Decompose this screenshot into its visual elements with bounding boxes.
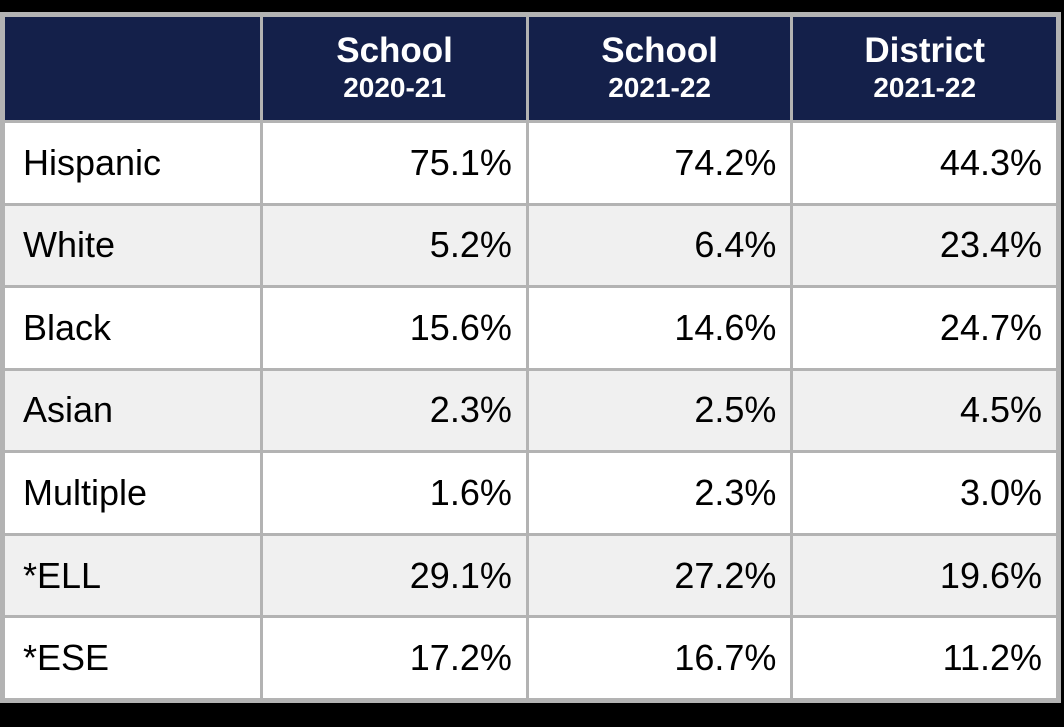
header-cell-district-2021-22: District 2021-22 (793, 17, 1056, 120)
cell-value: 16.7% (528, 618, 791, 698)
row-label: Multiple (5, 453, 261, 533)
table-row-asian: Asian 2.3% 2.5% 4.5% (5, 370, 1056, 451)
table-row-ell: *ELL 29.1% 27.2% 19.6% (5, 535, 1056, 616)
header-row: School 2020-21 School 2021-22 District 2… (5, 17, 1056, 120)
cell-value: 44.3% (793, 123, 1056, 203)
cell-value: 24.7% (793, 288, 1056, 368)
row-label: Hispanic (5, 123, 261, 203)
header-title: District (864, 31, 985, 71)
cell-value: 5.2% (263, 205, 526, 286)
row-label: Black (5, 288, 261, 368)
header-subtitle: 2020-21 (343, 71, 446, 103)
table-row-ese: *ESE 17.2% 16.7% 11.2% (5, 618, 1056, 698)
table-row-hispanic: Hispanic 75.1% 74.2% 44.3% (5, 123, 1056, 203)
table-row-black: Black 15.6% 14.6% 24.7% (5, 288, 1056, 368)
cell-value: 74.2% (528, 123, 791, 203)
cell-value: 29.1% (263, 535, 526, 616)
cell-value: 27.2% (528, 535, 791, 616)
row-label: White (5, 205, 261, 286)
demographics-table: School 2020-21 School 2021-22 District 2… (2, 14, 1059, 701)
header-subtitle: 2021-22 (873, 71, 977, 103)
cell-value: 2.3% (263, 370, 526, 451)
cell-value: 14.6% (528, 288, 791, 368)
table-frame: School 2020-21 School 2021-22 District 2… (0, 12, 1061, 703)
cell-value: 23.4% (793, 205, 1056, 286)
cell-value: 4.5% (793, 370, 1056, 451)
cell-value: 6.4% (528, 205, 791, 286)
header-subtitle: 2021-22 (608, 71, 711, 103)
cell-value: 2.5% (528, 370, 791, 451)
cell-value: 3.0% (793, 453, 1056, 533)
cell-value: 11.2% (793, 618, 1056, 698)
header-title: School (601, 31, 718, 71)
row-label: *ESE (5, 618, 261, 698)
header-cell-school-2020-21: School 2020-21 (263, 17, 526, 120)
cell-value: 17.2% (263, 618, 526, 698)
table-row-multiple: Multiple 1.6% 2.3% 3.0% (5, 453, 1056, 533)
table-row-white: White 5.2% 6.4% 23.4% (5, 205, 1056, 286)
cell-value: 75.1% (263, 123, 526, 203)
cell-value: 19.6% (793, 535, 1056, 616)
cell-value: 2.3% (528, 453, 791, 533)
cell-value: 1.6% (263, 453, 526, 533)
row-label: Asian (5, 370, 261, 451)
row-label: *ELL (5, 535, 261, 616)
header-cell-school-2021-22: School 2021-22 (528, 17, 791, 120)
header-title: School (336, 31, 453, 71)
header-cell-blank (5, 17, 261, 120)
cell-value: 15.6% (263, 288, 526, 368)
